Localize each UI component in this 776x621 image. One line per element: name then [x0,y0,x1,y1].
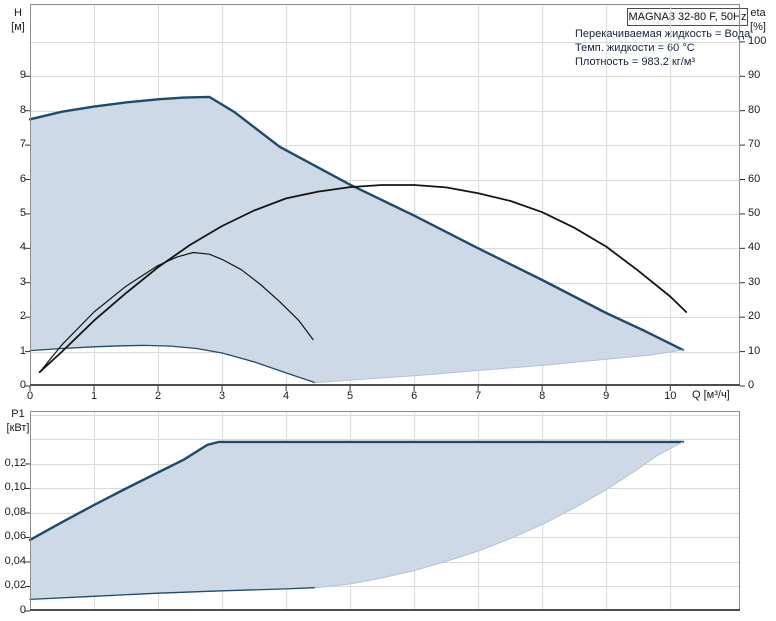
y-left-tick-label: 4 [19,241,26,254]
fluid-info-line: Плотность = 983.2 кг/м³ [575,56,696,68]
head-axis-unit: [м] [11,21,25,33]
efficiency-max-curve [38,184,688,374]
y-left-tick-label: 0,04 [4,554,26,567]
fluid-info-line: Перекачиваемая жидкость = Вода [575,28,751,40]
eta-axis-title: eta [%] [742,6,774,34]
y-left-tick-label: 8 [19,103,26,116]
y-left-tick-label: 6 [19,172,26,185]
flow-axis-unit: Q [м³/ч] [692,389,730,401]
envelope-lower-sweep [314,441,684,589]
y-right-tick-label: 60 [748,172,761,185]
y-left-tick-label: 3 [19,275,26,288]
y-right-tick-label: 50 [748,206,761,219]
y-left-tick-label: 0,02 [4,579,26,592]
y-right-tick-label: 0 [748,379,755,391]
power-axis-label: P1 [11,408,25,420]
max-speed-power-curve [28,440,685,542]
x-tick-label: 5 [347,390,354,402]
max-speed-head-curve [28,95,685,352]
y-left-tick-label: 0 [19,379,26,391]
flow-head-efficiency-chart [25,4,745,391]
y-left-tick-label: 0,10 [4,481,26,494]
x-tick-label: 8 [539,390,546,402]
x-tick-label: 9 [603,390,610,402]
x-tick-label: 7 [475,390,482,402]
operating-envelope-fill [30,96,683,383]
head-axis-title: H [м] [4,6,32,34]
min-speed-head-curve [29,344,316,384]
y-right-tick-label: 80 [748,103,761,116]
x-tick-label: 2 [154,390,162,402]
operating-envelope-fill [30,441,683,600]
p1-chart-panel [25,411,740,612]
efficiency-min-curve [39,251,314,373]
pump-model-title: MAGNA3 32-80 F, 50Hz [627,8,748,26]
y-right-tick-label: 90 [748,69,761,82]
power-axis-title: P1 [кВт] [2,407,34,435]
y-right-tick-label: 30 [748,275,761,288]
power-p1-chart [25,411,740,612]
x-tick-label: 0 [26,390,34,402]
fluid-info-line: Темп. жидкости = 60 °C [575,42,695,54]
y-left-tick-label: 9 [19,69,26,82]
y-left-tick-label: 0,06 [4,530,26,543]
axis-ticks [25,41,745,391]
y-right-tick-label: 40 [748,241,761,254]
y-left-tick-label: 1 [19,344,26,357]
y-left-tick-label: 0,12 [4,456,26,469]
eta-axis-label: eta [750,7,766,19]
x-tick-label: 6 [411,390,418,402]
y-right-tick-label: 10 [748,344,761,357]
power-axis-unit: [кВт] [6,422,30,434]
y-left-tick-label: 0 [19,604,26,616]
x-tick-label: 4 [283,390,290,402]
y-left-tick-label: 7 [19,138,26,151]
y-left-tick-label: 5 [19,206,26,219]
fluid-info: Перекачиваемая жидкость = Вода Темп. жид… [575,27,750,69]
x-tick-label: 10 [664,390,677,402]
axis-ticks [25,463,30,612]
y-left-tick-label: 0,08 [4,505,26,518]
y-left-tick-label: 2 [19,310,26,323]
x-tick-label: 3 [219,390,226,402]
y-right-tick-label: 70 [748,138,761,151]
y-right-tick-label: 20 [748,310,761,323]
x-tick-label: 1 [90,390,98,402]
y-right-tick-label: 100 [748,34,767,47]
eta-axis-unit: [%] [750,21,766,33]
envelope-lower-sweep [314,349,684,384]
head-axis-label: H [14,7,22,19]
min-speed-power-curve [29,587,316,601]
hq-chart-panel [25,4,745,391]
